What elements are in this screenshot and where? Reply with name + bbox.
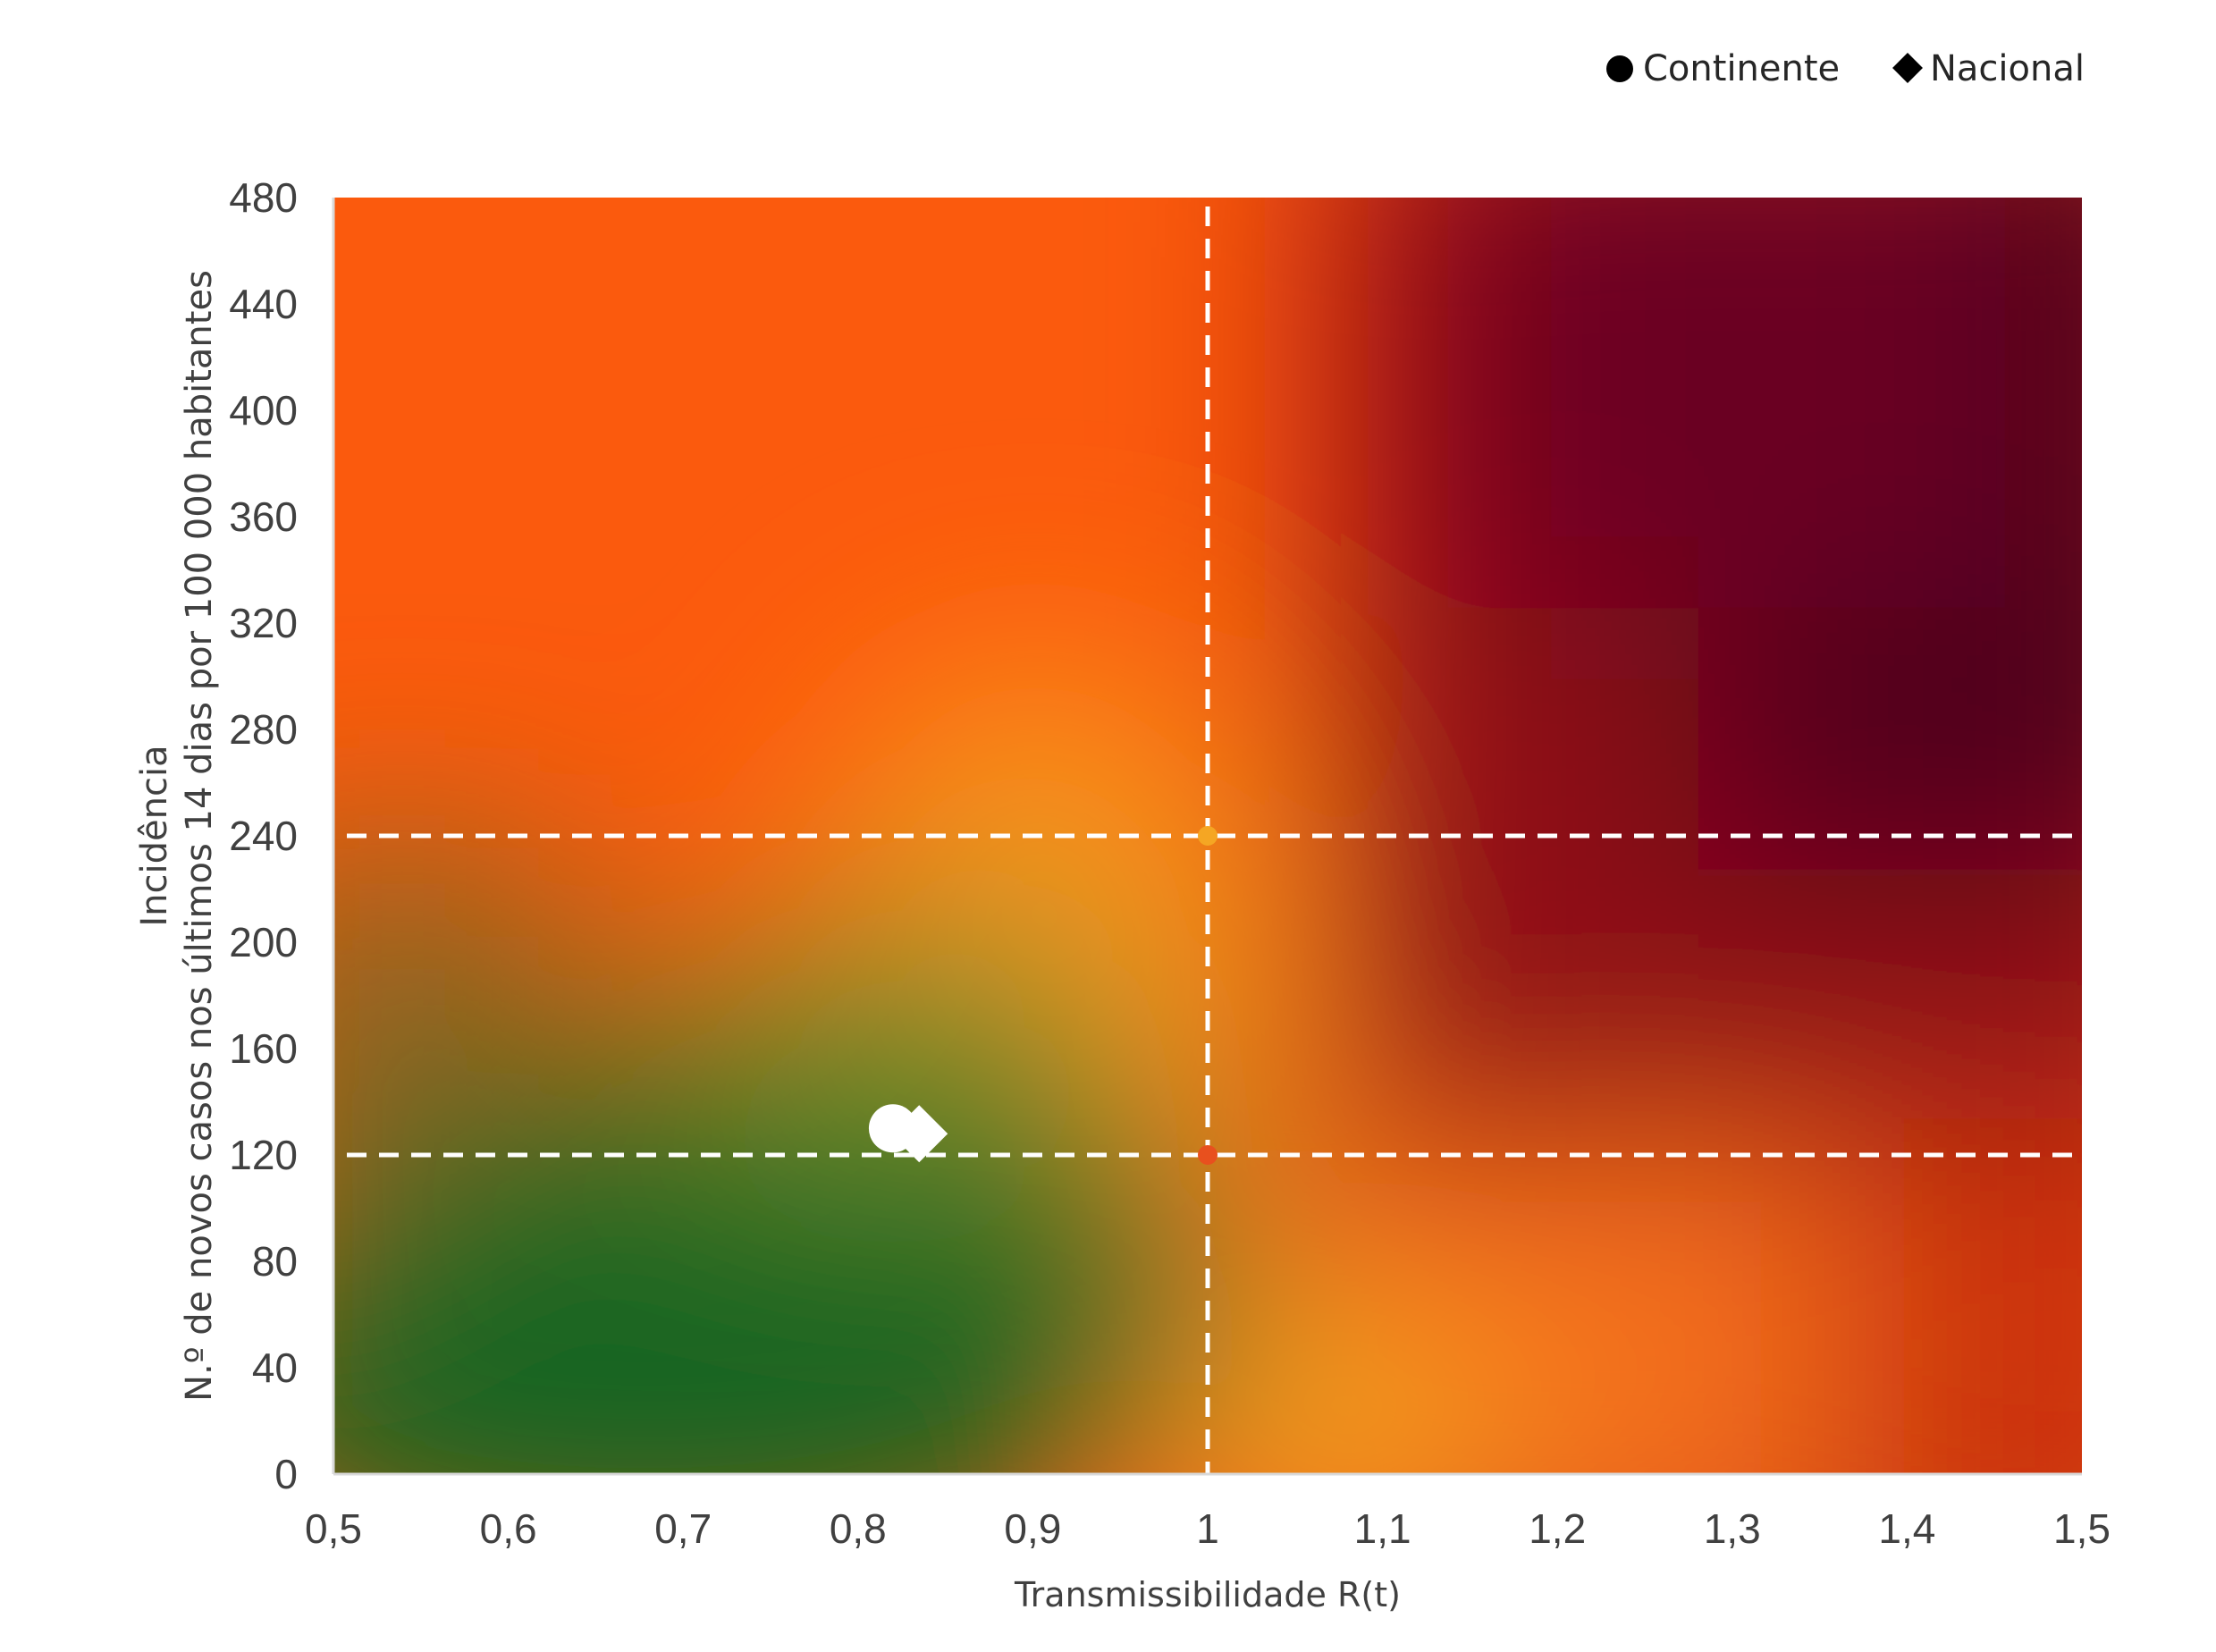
y-tick-label: 360 [229,493,298,540]
y-tick-label: 40 [252,1344,298,1391]
legend-label-continente: Continente [1643,48,1840,89]
x-tick-label: 1,5 [2053,1505,2111,1552]
y-tick-labels: 0 40 80 120 160 200 240 280 320 360 400 440 480 [229,174,298,1497]
x-tick-labels: 0,5 0,6 0,7 0,8 0,9 1 1,1 1,2 1,3 1,4 1,5 [305,1505,2111,1552]
reference-lines [347,206,2082,1474]
legend-label-nacional: Nacional [1930,48,2085,89]
y-tick-label: 120 [229,1132,298,1178]
x-tick-label: 0,7 [654,1505,712,1552]
x-tick-label: 0,9 [1004,1505,1061,1552]
y-tick-label: 320 [229,600,298,646]
y-axis-title-line2: N.º de novos casos nos últimos 14 dias p… [179,270,220,1402]
reference-points [1198,826,1218,1165]
reference-point [1198,826,1218,846]
y-tick-label: 440 [229,281,298,327]
y-tick-label: 160 [229,1025,298,1072]
y-tick-label: 200 [229,919,298,965]
heatmap-background [333,198,2082,1474]
y-axis-title-line1: Incidência [134,745,175,926]
y-tick-label: 400 [229,387,298,434]
y-tick-label: 0 [274,1451,298,1497]
y-tick-label: 80 [252,1238,298,1285]
y-tick-label: 280 [229,706,298,753]
x-tick-label: 1,1 [1354,1505,1411,1552]
x-tick-label: 1,2 [1529,1505,1586,1552]
point-continente [868,1104,917,1153]
x-tick-label: 0,5 [305,1505,362,1552]
y-tick-label: 240 [229,813,298,859]
x-tick-label: 1,4 [1878,1505,1935,1552]
y-tick-label: 480 [229,174,298,221]
x-axis-title: Transmissibilidade R(t) [1014,1575,1401,1614]
x-tick-label: 0,8 [830,1505,887,1552]
data-points [868,1104,948,1163]
x-tick-label: 0,6 [480,1505,537,1552]
legend-circle-marker [1606,55,1633,82]
x-tick-label: 1,3 [1704,1505,1761,1552]
legend: Continente Nacional [1606,48,2085,89]
x-tick-label: 1 [1196,1505,1219,1552]
legend-diamond-marker [1892,53,1923,83]
reference-point [1198,1145,1218,1165]
